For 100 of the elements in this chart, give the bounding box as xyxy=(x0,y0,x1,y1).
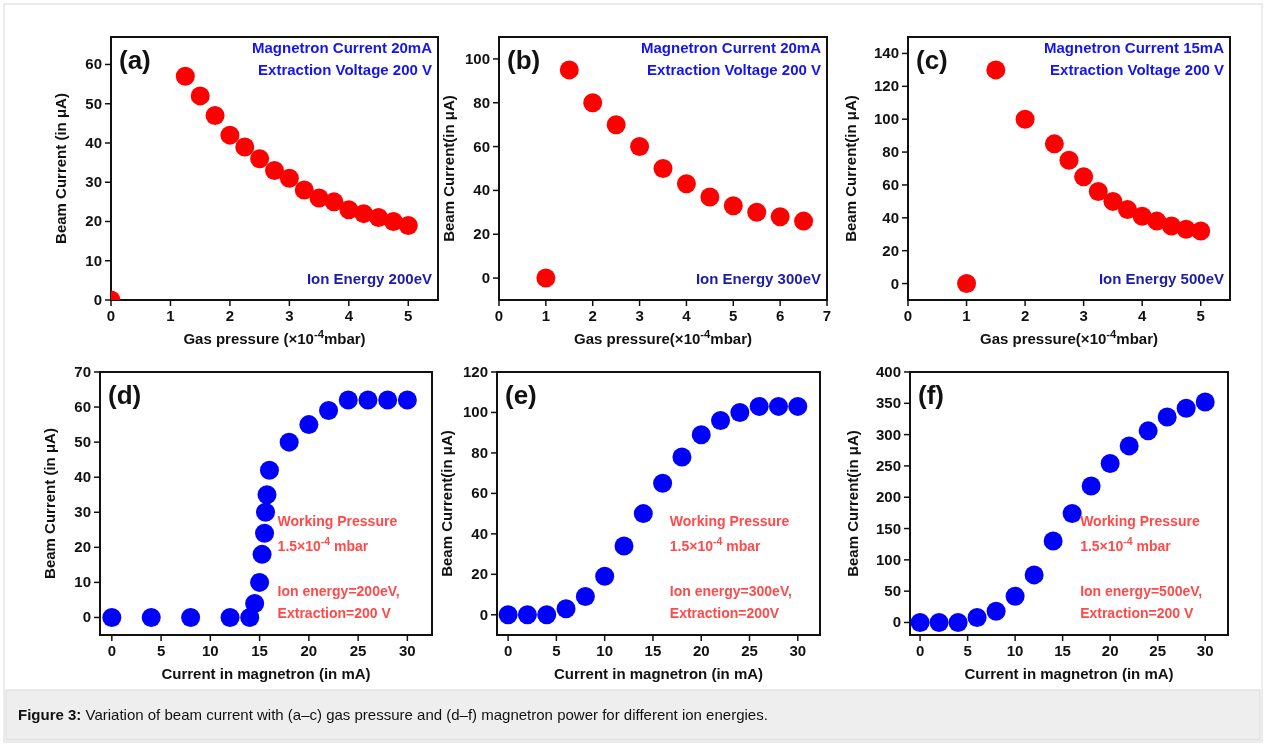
x-tick-label: 5 xyxy=(156,642,166,659)
x-tick-label: 5 xyxy=(963,642,972,659)
x-tick-label: 10 xyxy=(201,642,219,659)
point xyxy=(517,605,537,625)
x-tick-label: 4 xyxy=(682,307,692,324)
y-tick-label: 60 xyxy=(473,137,490,155)
point xyxy=(259,460,279,480)
annotation: Ion Energy 200eV xyxy=(306,270,432,287)
point xyxy=(190,86,210,106)
y-tick-label: 40 xyxy=(471,524,488,542)
point xyxy=(1043,531,1063,551)
point xyxy=(700,187,720,207)
x-tick-label: 15 xyxy=(644,642,662,659)
annotation: Extraction Voltage 200 V xyxy=(258,61,432,78)
point xyxy=(723,196,743,216)
y-tick-label: 40 xyxy=(473,181,490,199)
annotation: (d) xyxy=(108,380,142,410)
point xyxy=(338,390,358,410)
y-tick-label: 0 xyxy=(93,291,102,308)
point xyxy=(1118,200,1138,220)
y-tick-label: 70 xyxy=(74,363,91,380)
point xyxy=(1005,586,1025,606)
y-tick-label: 20 xyxy=(882,241,899,259)
annotation: Working Pressure xyxy=(1080,512,1200,529)
y-tick-label: 80 xyxy=(473,93,490,111)
point xyxy=(633,504,653,524)
annotation: (e) xyxy=(505,380,537,410)
y-tick-label: 0 xyxy=(82,608,91,626)
x-tick-label: 5 xyxy=(729,307,738,324)
point xyxy=(536,268,556,288)
y-tick-label: 50 xyxy=(884,582,901,600)
y-tick-label: 40 xyxy=(74,468,91,486)
y-tick-label: 60 xyxy=(882,175,899,193)
annotation: Ion energy=500eV, xyxy=(1080,582,1203,599)
point xyxy=(1088,182,1108,202)
point xyxy=(770,207,790,227)
point xyxy=(559,60,579,80)
y-axis-title: Beam Current(in μA) xyxy=(844,430,861,577)
point xyxy=(1157,407,1177,427)
point xyxy=(794,211,814,231)
point xyxy=(181,607,201,627)
point xyxy=(1044,134,1064,154)
point xyxy=(294,180,314,200)
point xyxy=(630,137,650,157)
x-tick-label: 25 xyxy=(741,642,758,659)
x-tick-label: 25 xyxy=(349,642,367,659)
point xyxy=(279,432,299,452)
x-tick-label: 0 xyxy=(107,642,116,659)
point xyxy=(255,523,275,543)
annotation: (c) xyxy=(916,45,948,75)
point xyxy=(245,593,265,613)
point xyxy=(614,536,634,556)
point xyxy=(606,115,626,135)
y-tick-label: 100 xyxy=(462,403,488,421)
y-axis-title: Beam Current (in μA) xyxy=(52,93,69,244)
y-tick-label: 100 xyxy=(875,550,901,568)
y-tick-label: 350 xyxy=(875,394,901,412)
y-tick-label: 400 xyxy=(875,363,901,380)
caption: Figure 3: Variation of beam current with (a–c) gas pressure and (d–f) magnetron power for different ion energies. xyxy=(18,706,768,723)
x-tick-label: 4 xyxy=(344,307,354,324)
y-tick-label: 40 xyxy=(85,133,102,151)
annotation: Magnetron Current 15mA xyxy=(1043,39,1225,56)
y-axis-title: Beam Current(in μA) xyxy=(842,95,859,242)
point xyxy=(556,599,576,619)
x-tick-label: 3 xyxy=(285,307,294,324)
x-axis-title: Current in magnetron (in mA) xyxy=(553,665,764,682)
point xyxy=(398,215,418,235)
point xyxy=(749,396,769,416)
x-axis-title: Gas pressure(×10$^{-4}$mbar) xyxy=(979,328,1159,347)
point xyxy=(672,447,692,467)
y-tick-label: 120 xyxy=(462,363,488,380)
x-tick-label: 30 xyxy=(399,642,416,659)
y-tick-label: 100 xyxy=(464,49,490,67)
x-tick-label: 0 xyxy=(503,642,513,659)
annotation: 1.5×10$^{-4}$ mbar xyxy=(1080,534,1172,554)
x-axis-title: Current in magnetron (in mA) xyxy=(161,665,371,682)
x-tick-label: 2 xyxy=(588,307,597,324)
point xyxy=(575,587,595,607)
point xyxy=(788,396,808,416)
y-tick-label: 300 xyxy=(875,425,901,443)
point xyxy=(397,390,417,410)
point xyxy=(279,168,299,188)
point xyxy=(205,106,225,126)
point xyxy=(583,93,603,113)
annotation: Working Pressure xyxy=(669,512,790,529)
point xyxy=(1176,398,1196,418)
point xyxy=(910,612,930,632)
annotation: 1.5×10$^{-4}$ mbar xyxy=(277,534,369,554)
x-tick-label: 20 xyxy=(300,642,318,659)
x-tick-label: 1 xyxy=(962,307,971,324)
point xyxy=(175,66,195,86)
point xyxy=(265,160,284,180)
x-tick-label: 10 xyxy=(1006,642,1024,659)
point xyxy=(1081,476,1101,496)
point xyxy=(1138,421,1158,441)
x-tick-label: 10 xyxy=(596,642,614,659)
y-tick-label: 10 xyxy=(85,251,102,269)
x-tick-label: 2 xyxy=(1020,307,1030,324)
x-tick-label: 15 xyxy=(251,642,268,659)
y-axis-title: Beam Current (in μA) xyxy=(41,428,58,579)
